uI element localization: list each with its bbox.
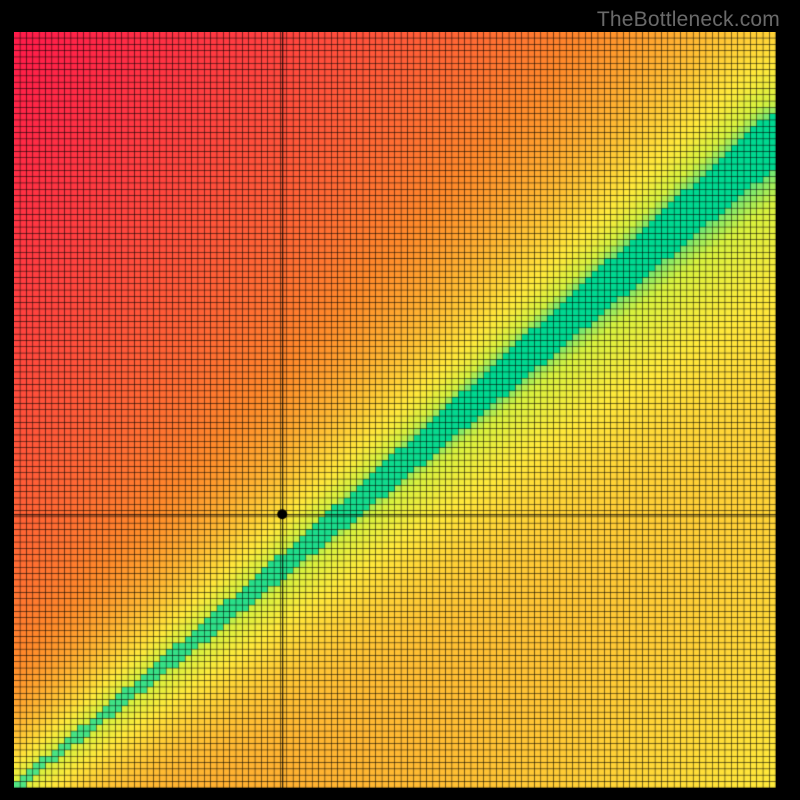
watermark-text: TheBottleneck.com xyxy=(597,8,780,32)
chart-container: TheBottleneck.com xyxy=(0,0,800,800)
bottleneck-heatmap xyxy=(14,32,776,788)
